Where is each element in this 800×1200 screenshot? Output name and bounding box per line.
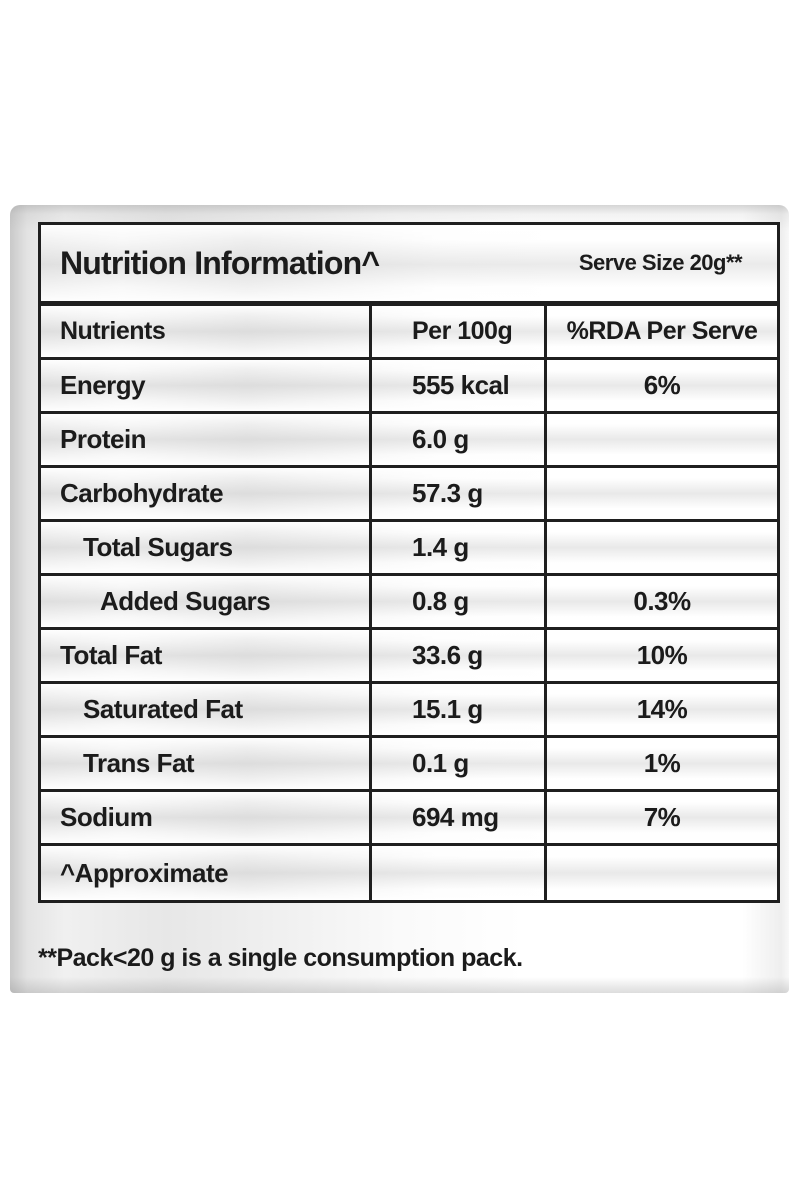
nutrient-label: Sodium [60,802,153,832]
pack-footnote: **Pack<20 g is a single consumption pack… [38,944,523,972]
serve-size-label: Serve Size 20g** [578,250,743,275]
per-100g-value: 0.8 g [369,576,544,627]
nutrition-table: Nutrition Information^ Serve Size 20g** … [38,222,780,903]
per-100g-value: 555 kcal [369,360,544,411]
rda-per-serve-value: 14% [544,684,777,735]
table-body: Energy 555 kcal 6% Protein 6.0 g Carbohy… [41,360,777,900]
nutrient-label: Total Sugars [83,532,233,562]
column-header-per-100g: Per 100g [369,306,544,357]
per-100g-value: 33.6 g [369,630,544,681]
table-row: Carbohydrate 57.3 g [41,468,777,522]
rda-per-serve-value: 0.3% [544,576,777,627]
table-row: Saturated Fat 15.1 g 14% [41,684,777,738]
rda-per-serve-value: 10% [544,630,777,681]
per-100g-value: 57.3 g [369,468,544,519]
column-header-row: Nutrients Per 100g %RDA Per Serve [41,306,777,360]
per-100g-value: 1.4 g [369,522,544,573]
rda-per-serve-value [544,414,777,465]
rda-per-serve-value: 7% [544,792,777,843]
nutrient-label: Saturated Fat [83,694,243,724]
table-row: Energy 555 kcal 6% [41,360,777,414]
nutrient-label: Energy [60,370,146,400]
table-row: Added Sugars 0.8 g 0.3% [41,576,777,630]
table-header-row: Nutrition Information^ Serve Size 20g** [41,225,777,306]
column-header-nutrients: Nutrients [60,317,166,345]
per-100g-value: 6.0 g [369,414,544,465]
table-row: Total Sugars 1.4 g [41,522,777,576]
nutrient-label: Protein [60,424,147,454]
per-100g-value: 15.1 g [369,684,544,735]
table-row: Protein 6.0 g [41,414,777,468]
nutrient-label: Total Fat [60,640,162,670]
table-row: Sodium 694 mg 7% [41,792,777,846]
rda-per-serve-value: 1% [544,738,777,789]
rda-per-serve-value [544,522,777,573]
per-100g-value: 694 mg [369,792,544,843]
table-title: Nutrition Information^ [60,244,380,281]
nutrient-label: Added Sugars [100,586,271,616]
table-row: ^Approximate [41,846,777,900]
per-100g-value [369,846,544,900]
table-row: Trans Fat 0.1 g 1% [41,738,777,792]
nutrient-label: Carbohydrate [60,478,224,508]
table-row: Total Fat 33.6 g 10% [41,630,777,684]
rda-per-serve-value [544,846,777,900]
per-100g-value: 0.1 g [369,738,544,789]
nutrient-label: Trans Fat [83,748,195,778]
nutrient-label: ^Approximate [60,857,229,888]
column-header-rda-per-serve: %RDA Per Serve [544,306,777,357]
rda-per-serve-value [544,468,777,519]
rda-per-serve-value: 6% [544,360,777,411]
